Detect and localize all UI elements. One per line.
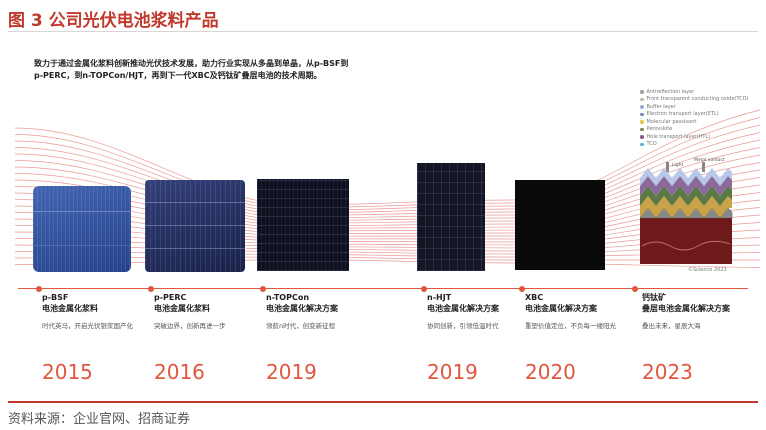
year-label: 2019 bbox=[427, 360, 478, 384]
milestone-subtitle: 叠层电池金属化解决方案 bbox=[642, 304, 730, 313]
milestone-subtitle: 电池金属化浆料 bbox=[154, 304, 210, 313]
milestone-desc: 时代英马，开启光伏银浆国产化 bbox=[42, 322, 133, 330]
legend-swatch bbox=[640, 97, 644, 101]
legend-item: Antireflection layer bbox=[640, 88, 749, 96]
xbc-cell-image bbox=[515, 180, 605, 270]
milestone-perovskite: 钙钛矿 叠层电池金属化解决方案 叠出未来，星辰大海 bbox=[642, 292, 730, 330]
milestone-desc: 领航n时代，创变新征程 bbox=[266, 322, 336, 330]
milestone-desc: 突破边界，创新再进一步 bbox=[154, 322, 226, 330]
timeline-dot bbox=[632, 285, 638, 292]
legend-item: TCO bbox=[640, 141, 749, 149]
bottom-divider bbox=[8, 401, 758, 403]
legend-item: Front transparent conducting oxide(TCO) bbox=[640, 96, 749, 104]
figure-title: 图 3 公司光伏电池浆料产品 bbox=[8, 11, 219, 31]
ntopcon-cell-image bbox=[257, 179, 349, 271]
legend-item: Electron transport layer(ETL) bbox=[640, 111, 749, 119]
legend-item: Molecular passivant bbox=[640, 118, 749, 126]
light-label: Light bbox=[672, 162, 683, 168]
perovskite-tandem-cell-image: Light Metal contact bbox=[639, 157, 733, 264]
milestone-name: p-BSF bbox=[42, 293, 69, 302]
milestone-xbc: XBC 电池金属化解决方案 重塑价值定位，不负每一缕阳光 bbox=[525, 292, 616, 330]
image-credit: ©Science 2023 bbox=[688, 267, 727, 273]
milestone-desc: 重塑价值定位，不负每一缕阳光 bbox=[525, 322, 616, 330]
legend-item: Buffer layer bbox=[640, 103, 749, 111]
milestone-desc: 叠出未来，星辰大海 bbox=[642, 322, 701, 330]
year-label: 2020 bbox=[525, 360, 576, 384]
milestone-name: n-HJT bbox=[427, 293, 452, 302]
legend-item: Hole transport layer(HTL) bbox=[640, 133, 749, 141]
intro-line-1: 致力于通过金属化浆料创新推动光伏技术发展，助力行业实现从多晶到单晶，从p-BSF… bbox=[34, 59, 349, 68]
legend-item: Perovskite bbox=[640, 126, 749, 134]
legend-label: Buffer layer bbox=[646, 103, 676, 110]
legend-label: TCO bbox=[646, 141, 657, 148]
milestone-name: p-PERC bbox=[154, 293, 187, 302]
legend-swatch bbox=[640, 127, 644, 131]
perovskite-legend: Antireflection layer Front transparent c… bbox=[640, 88, 749, 148]
timeline-dot bbox=[36, 285, 42, 292]
legend-label: Hole transport layer(HTL) bbox=[646, 133, 711, 140]
timeline-line bbox=[18, 288, 748, 289]
milestone-subtitle: 电池金属化解决方案 bbox=[427, 304, 499, 313]
milestone-subtitle: 电池金属化浆料 bbox=[42, 304, 98, 313]
year-label: 2019 bbox=[266, 360, 317, 384]
milestone-pperc: p-PERC 电池金属化浆料 突破边界，创新再进一步 bbox=[154, 292, 226, 330]
legend-swatch bbox=[640, 105, 644, 109]
milestone-pbsf: p-BSF 电池金属化浆料 时代英马，开启光伏银浆国产化 bbox=[42, 292, 133, 330]
legend-swatch bbox=[640, 90, 644, 94]
legend-label: Electron transport layer(ETL) bbox=[646, 111, 719, 118]
title-divider bbox=[8, 31, 758, 32]
legend-swatch bbox=[640, 135, 644, 139]
year-label: 2023 bbox=[642, 360, 693, 384]
pbsf-cell-image bbox=[33, 186, 131, 272]
milestone-name: n-TOPCon bbox=[266, 293, 310, 302]
timeline-dot bbox=[519, 285, 525, 292]
milestone-name: XBC bbox=[525, 293, 544, 302]
year-label: 2016 bbox=[154, 360, 205, 384]
nhjt-cell-image bbox=[417, 163, 485, 271]
legend-label: Molecular passivant bbox=[646, 118, 697, 125]
legend-swatch bbox=[640, 120, 644, 124]
metal-contact-label: Metal contact bbox=[694, 157, 725, 163]
milestone-subtitle: 电池金属化解决方案 bbox=[266, 304, 338, 313]
timeline-dot bbox=[260, 285, 266, 292]
timeline-dot bbox=[148, 285, 154, 292]
milestone-ntopcon: n-TOPCon 电池金属化解决方案 领航n时代，创变新征程 bbox=[266, 292, 338, 330]
milestone-subtitle: 电池金属化解决方案 bbox=[525, 304, 597, 313]
source-note: 资料来源：企业官网、招商证券 bbox=[8, 412, 191, 427]
legend-swatch bbox=[640, 112, 644, 116]
legend-label: Perovskite bbox=[646, 126, 673, 133]
milestone-name: 钙钛矿 bbox=[642, 293, 666, 302]
timeline-dot bbox=[421, 285, 427, 292]
year-label: 2015 bbox=[42, 360, 93, 384]
legend-label: Antireflection layer bbox=[646, 88, 695, 95]
legend-swatch bbox=[640, 142, 644, 146]
pperc-cell-image bbox=[145, 180, 245, 272]
milestone-nhjt: n-HJT 电池金属化解决方案 协同创新，引领低温时代 bbox=[427, 292, 499, 330]
intro-line-2: p-PERC，到n-TOPCon/HJT，再到下一代XBC及钙钛矿叠层电池的技术… bbox=[34, 71, 322, 80]
milestone-desc: 协同创新，引领低温时代 bbox=[427, 322, 499, 330]
legend-label: Front transparent conducting oxide(TCO) bbox=[646, 96, 749, 103]
